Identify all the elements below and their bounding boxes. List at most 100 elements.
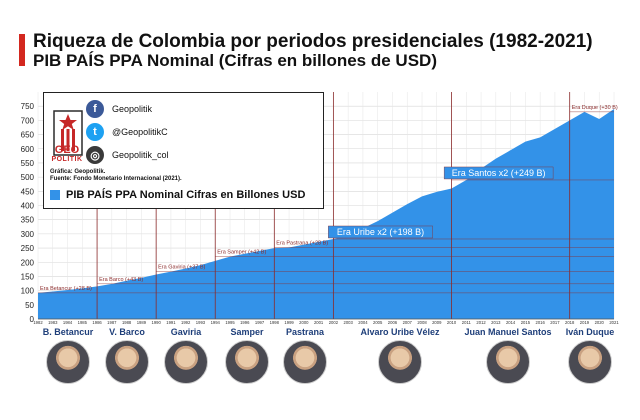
facebook-row[interactable]: f Geopolitik <box>86 98 152 120</box>
president-name: Juan Manuel Santos <box>464 327 552 337</box>
y-tick-label: 50 <box>25 301 34 310</box>
facebook-handle: Geopolitik <box>112 104 153 114</box>
y-tick-label: 350 <box>21 216 35 225</box>
x-tick-label: 2012 <box>476 320 486 325</box>
x-tick-label: 2008 <box>417 320 427 325</box>
x-tick-label: 2009 <box>432 320 442 325</box>
y-tick-label: 550 <box>21 159 35 168</box>
president-betancur: B. Betancur <box>38 327 98 384</box>
x-tick-label: 1984 <box>63 320 73 325</box>
president-samper: Samper <box>222 327 272 384</box>
x-tick-label: 2013 <box>491 320 501 325</box>
period-label: Era Samper (+42 B) <box>217 250 266 256</box>
y-tick-label: 250 <box>21 244 35 253</box>
president-photo <box>105 340 149 384</box>
x-tick-label: 2002 <box>329 320 339 325</box>
twitter-row[interactable]: t @GeopolitikC <box>86 121 168 143</box>
period-label-bg <box>328 225 433 239</box>
x-tick-label: 2019 <box>580 320 590 325</box>
x-axis: 1982 1983 1984 1985 1986 1987 1988 1989 1990 1991… <box>33 318 619 325</box>
x-tick-label: 1991 <box>166 320 176 325</box>
president-name: Pastrana <box>285 327 325 337</box>
x-tick-label: 2001 <box>314 320 324 325</box>
x-tick-label: 2018 <box>565 320 575 325</box>
x-tick-label: 2003 <box>343 320 353 325</box>
chart-subtitle: PIB PAÍS PPA Nominal (Cifras en billones… <box>33 51 437 70</box>
x-tick-label: 2014 <box>506 320 516 325</box>
y-tick-label: 750 <box>21 102 35 111</box>
president-name: V. Barco <box>109 327 145 337</box>
y-tick-label: 450 <box>21 187 35 196</box>
y-tick-label: 600 <box>21 145 35 154</box>
instagram-row[interactable]: ◎ Geopolitik_col <box>86 144 169 166</box>
twitter-handle: @GeopolitikC <box>112 127 168 137</box>
geopolitik-logo-icon <box>53 110 83 156</box>
president-name: B. Betancur <box>42 327 94 337</box>
y-tick-label: 0 <box>30 315 35 324</box>
period-label: Era Betancur (+28 B) <box>40 286 92 292</box>
logo-text: GEO POLITIK <box>47 145 87 165</box>
period-label: Era Barco (+43 B) <box>99 277 143 283</box>
legend-box: GEO POLITIK f Geopolitik t @GeopolitikC … <box>43 92 324 209</box>
x-tick-label: 1992 <box>181 320 191 325</box>
period-labels: Era Betancur (+28 B) Era Barco (+43 B) Era… <box>40 105 618 292</box>
president-photo <box>568 340 612 384</box>
period-label: Era Santos x2 (+249 B) <box>452 168 546 178</box>
x-tick-label: 2011 <box>462 320 472 325</box>
x-tick-label: 1998 <box>270 320 280 325</box>
president-photo <box>46 340 90 384</box>
logo-text-politik: POLITIK <box>51 156 83 163</box>
logo-text-geo: GEO <box>54 144 80 156</box>
instagram-handle: Geopolitik_col <box>112 150 169 160</box>
y-tick-label: 400 <box>21 202 35 211</box>
president-photo <box>378 340 422 384</box>
x-tick-label: 1993 <box>196 320 206 325</box>
period-label: Era Pastrana (+28 B) <box>276 240 328 246</box>
credit-graphic: Gráfica: Geopolitik. <box>50 169 106 175</box>
x-tick-label: 1988 <box>122 320 132 325</box>
credits: Gráfica: Geopolitik. Fuente: Fondo Monet… <box>50 169 182 183</box>
x-tick-label: 1987 <box>107 320 117 325</box>
series-legend-entry: PIB PAÍS PPA Nominal Cifras en Billones … <box>50 189 305 201</box>
president-gaviria: Gaviria <box>161 327 211 384</box>
president-photo <box>225 340 269 384</box>
president-name: Samper <box>230 327 264 337</box>
president-photo <box>283 340 327 384</box>
x-tick-label: 1982 <box>33 320 43 325</box>
period-label: Era Uribe x2 (+198 B) <box>337 227 424 237</box>
series-swatch <box>50 190 60 200</box>
y-tick-label: 150 <box>21 272 35 281</box>
x-tick-label: 1986 <box>92 320 102 325</box>
x-tick-label: 2004 <box>358 320 368 325</box>
x-tick-label: 2010 <box>447 320 457 325</box>
x-tick-label: 1995 <box>225 320 235 325</box>
president-pastrana: Pastrana <box>278 327 332 384</box>
y-tick-label: 100 <box>21 287 35 296</box>
x-tick-label: 2006 <box>388 320 398 325</box>
x-tick-label: 1997 <box>255 320 265 325</box>
president-uribe: Alvaro Uribe Vélez <box>354 327 446 384</box>
x-tick-label: 1989 <box>137 320 147 325</box>
president-name: Alvaro Uribe Vélez <box>360 327 440 337</box>
x-tick-label: 2015 <box>521 320 531 325</box>
y-tick-label: 500 <box>21 173 35 182</box>
x-tick-label: 1990 <box>151 320 161 325</box>
x-tick-label: 2000 <box>299 320 309 325</box>
y-tick-label: 200 <box>21 258 35 267</box>
president-name: Iván Duque <box>565 327 615 337</box>
facebook-icon: f <box>86 100 104 118</box>
y-axis: 0 50 100 150 200 250 300 350 400 450 500 550 600 650 7… <box>21 102 35 324</box>
twitter-icon: t <box>86 123 104 141</box>
x-tick-label: 1994 <box>211 320 221 325</box>
series-legend-label: PIB PAÍS PPA Nominal Cifras en Billones … <box>66 189 306 201</box>
president-photo <box>164 340 208 384</box>
credit-source: Fuente: Fondo Monetario Internacional (2… <box>50 176 182 182</box>
president-name: Gaviria <box>170 327 202 337</box>
x-tick-label: 2007 <box>403 320 413 325</box>
y-tick-label: 300 <box>21 230 35 239</box>
period-label: Era Duque (+30 B) <box>572 105 618 111</box>
x-tick-label: 2016 <box>535 320 545 325</box>
title-accent-bar <box>19 34 25 66</box>
x-tick-label: 1985 <box>78 320 88 325</box>
x-tick-label: 2021 <box>609 320 619 325</box>
